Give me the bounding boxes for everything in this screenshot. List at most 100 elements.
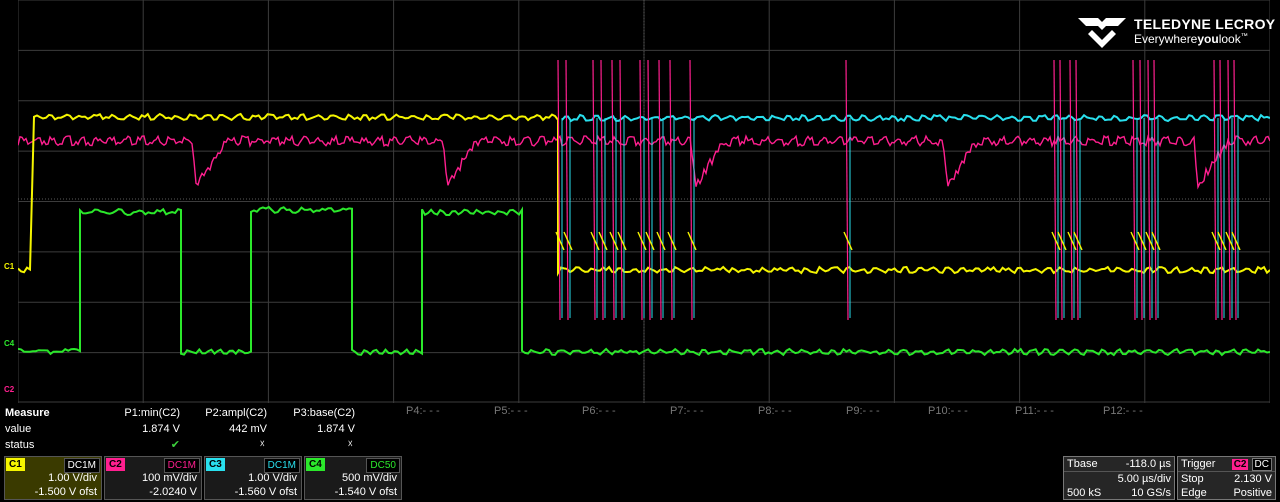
measure-labels: Measure value status <box>5 405 50 453</box>
p1-value: 1.874 V <box>142 423 180 435</box>
c1-burst-glitch <box>667 231 677 251</box>
c1-burst-glitch <box>687 231 697 251</box>
c3-tag: C3 <box>206 458 225 471</box>
c2-offset: -2.0240 V <box>149 486 197 498</box>
measure-value-label: value <box>5 423 32 435</box>
c1-burst-glitch <box>1057 231 1067 251</box>
c4-level-marker[interactable]: C4 <box>4 339 14 348</box>
trigger-source: C2 <box>1231 459 1249 470</box>
timebase-descriptor[interactable]: Tbase -118.0 µs 5.00 µs/div 500 kS 10 GS… <box>1063 456 1175 500</box>
measure-p8[interactable]: P8:- - - <box>758 405 792 417</box>
c1-level-marker[interactable]: C1 <box>4 262 14 271</box>
timebase-delay: -118.0 µs <box>1125 458 1171 470</box>
measure-status-label: status <box>5 439 35 451</box>
c2-burst-spike <box>1147 59 1151 321</box>
c1-burst-glitch <box>598 231 608 251</box>
p3-status-warning-icon: ☓ <box>347 439 353 450</box>
c1-tag: C1 <box>6 458 25 471</box>
c4-tag: C4 <box>306 458 325 471</box>
trigger-coupling: DC <box>1251 458 1272 471</box>
trigger-descriptor[interactable]: Trigger C2 DC Stop 2.130 V Edge Positive <box>1177 456 1276 500</box>
c1-burst-glitch <box>590 231 600 251</box>
c4-scale: 500 mV/div <box>341 472 397 484</box>
measure-p1[interactable]: P1:min(C2) 1.874 V ✔ <box>116 405 180 453</box>
c2-marker-label: C2 <box>4 385 15 394</box>
measure-p3[interactable]: P3:base(C2) 1.874 V ☓ <box>287 405 355 453</box>
c2-burst-spike <box>647 59 651 321</box>
c1-scale: 1.00 V/div <box>48 472 97 484</box>
c3-scale: 1.00 V/div <box>248 472 297 484</box>
c2-burst-spike <box>1053 59 1057 321</box>
timebase-samples: 500 kS <box>1067 487 1102 499</box>
measure-p11[interactable]: P11:- - - <box>1015 405 1054 417</box>
trigger-mode: Stop <box>1181 473 1204 485</box>
c1-burst-glitch <box>1225 231 1235 251</box>
p2-label: P2:ampl(C2) <box>205 407 267 419</box>
measure-p12[interactable]: P12:- - - <box>1103 405 1143 417</box>
c2-burst-spike <box>669 59 673 321</box>
measure-p4[interactable]: P4:- - - <box>406 405 440 417</box>
c2-burst-spike <box>1233 59 1237 321</box>
timebase-label: Tbase <box>1067 458 1098 470</box>
c4-marker-label: C4 <box>4 339 15 348</box>
c1-burst-glitch <box>637 231 647 251</box>
c3-coupling: DC1M <box>263 458 300 473</box>
p3-label: P3:base(C2) <box>293 407 355 419</box>
p2-value: 442 mV <box>229 423 267 435</box>
c2-burst-spike <box>1075 59 1079 321</box>
measure-p10[interactable]: P10:- - - <box>928 405 968 417</box>
c1-burst-glitch <box>1231 231 1241 251</box>
waveform-grid <box>18 0 1270 403</box>
c1-burst-glitch <box>645 231 655 251</box>
c1-marker-label: C1 <box>4 262 15 271</box>
c4-offset: -1.540 V ofst <box>334 486 397 498</box>
teledyne-lecroy-logo: TELEDYNE LECROY Everywhereyoulook™ <box>1078 14 1275 50</box>
p1-status-ok-icon: ✔ <box>170 439 180 451</box>
c2-coupling: DC1M <box>163 458 200 473</box>
c1-burst-glitch <box>609 231 619 251</box>
c3-trace <box>561 113 1270 123</box>
trigger-source-badge: C2 DC <box>1231 457 1272 472</box>
timebase-rate: 10 GS/s <box>1131 487 1171 499</box>
measure-p7[interactable]: P7:- - - <box>670 405 704 417</box>
c4-descriptor[interactable]: C4 DC50 500 mV/div -1.540 V ofst <box>304 456 402 500</box>
measure-p2[interactable]: P2:ampl(C2) 442 mV ☓ <box>199 405 267 453</box>
measure-table[interactable]: Measure value status P1:min(C2) 1.874 V … <box>0 405 1280 455</box>
c4-trace <box>18 205 1270 357</box>
c1-descriptor[interactable]: C1 DC1M 1.00 V/div -1.500 V ofst <box>4 456 102 500</box>
timebase-scale: 5.00 µs/div <box>1117 473 1171 485</box>
p2-status-warning-icon: ☓ <box>259 439 265 450</box>
c2-burst-spike <box>1069 59 1073 321</box>
c2-burst-spike <box>1132 59 1136 321</box>
c2-burst-spike <box>1153 59 1157 321</box>
c1-burst-glitch <box>555 231 565 251</box>
c2-burst-spike <box>565 59 569 321</box>
c1-burst-glitch <box>1145 231 1155 251</box>
p1-label: P1:min(C2) <box>124 407 180 419</box>
measure-p5[interactable]: P5:- - - <box>494 405 528 417</box>
trigger-slope: Positive <box>1233 487 1272 499</box>
c1-burst-glitch <box>656 231 666 251</box>
c2-burst-spike <box>658 59 662 321</box>
measure-p6[interactable]: P6:- - - <box>582 405 616 417</box>
c1-burst-glitch <box>563 231 573 251</box>
c1-burst-glitch <box>1211 231 1221 251</box>
c2-burst-spike <box>592 59 596 321</box>
brand-tagline: Everywhereyoulook™ <box>1134 32 1248 46</box>
c1-burst-glitch <box>1151 231 1161 251</box>
measure-p9[interactable]: P9:- - - <box>846 405 880 417</box>
c2-burst-spike <box>1213 59 1217 321</box>
measure-title: Measure <box>5 407 50 419</box>
c2-burst-spike <box>639 59 643 321</box>
c2-burst-spike <box>619 59 623 321</box>
descriptor-bar: C1 DC1M 1.00 V/div -1.500 V ofst C2 DC1M 1… <box>0 456 1280 502</box>
c2-burst-spike <box>1227 59 1231 321</box>
c1-burst-glitch <box>1217 231 1227 251</box>
c1-burst-glitch <box>1051 231 1061 251</box>
c1-burst-glitch <box>1137 231 1147 251</box>
c3-descriptor[interactable]: C3 DC1M 1.00 V/div -1.560 V ofst <box>204 456 302 500</box>
c2-burst-spike <box>689 59 693 321</box>
c2-descriptor[interactable]: C2 DC1M 100 mV/div -2.0240 V <box>104 456 202 500</box>
waveform-display[interactable] <box>18 0 1270 403</box>
c2-level-marker[interactable]: C2 <box>4 385 14 394</box>
